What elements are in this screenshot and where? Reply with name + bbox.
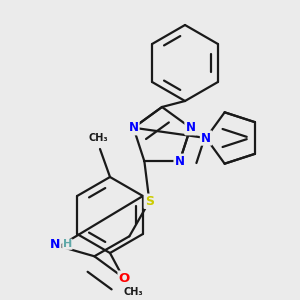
Text: H: H [63,239,72,249]
Text: CH₃: CH₃ [123,287,143,297]
Text: N: N [50,238,61,251]
Text: N: N [128,121,139,134]
Text: N: N [175,155,184,168]
Text: O: O [119,272,130,285]
Text: CH₃: CH₃ [88,133,108,143]
Text: N: N [185,121,196,134]
Text: S: S [145,195,154,208]
Text: N: N [201,131,211,145]
